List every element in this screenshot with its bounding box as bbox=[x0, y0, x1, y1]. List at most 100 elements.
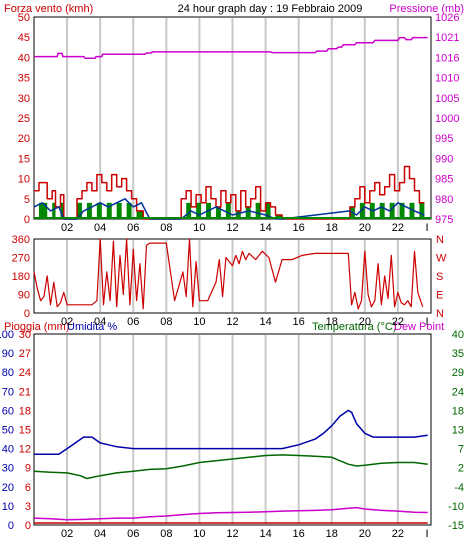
x-tick-p2-08: 08 bbox=[160, 316, 172, 328]
y-tick-pressure-975: 975 bbox=[435, 214, 453, 226]
y-tick-wind-15: 15 bbox=[18, 153, 30, 165]
x-tick-p1-08: 08 bbox=[160, 222, 172, 234]
wind-green-bar-78 bbox=[265, 202, 271, 219]
meteo-panel-frame bbox=[33, 333, 432, 526]
y-tick-humidity-70: 70 bbox=[2, 386, 14, 398]
wind-green-bar-90 bbox=[359, 202, 365, 219]
x-tick-p3-16: 16 bbox=[293, 528, 305, 540]
series-layer bbox=[33, 36, 431, 524]
y-tick-pressure-1005: 1005 bbox=[435, 93, 459, 105]
y-tick-direction-0: 0 bbox=[24, 308, 30, 320]
wind-green-bar-2 bbox=[38, 202, 48, 219]
y-tick-wind-35: 35 bbox=[18, 73, 30, 85]
y-tick-rain-9: 9 bbox=[25, 463, 31, 475]
wind-green-bar-114 bbox=[419, 202, 425, 219]
temperature-label: Temperatura (°C) bbox=[312, 321, 396, 333]
y-tick-rain-15: 15 bbox=[19, 425, 31, 437]
y-tick-rain-6: 6 bbox=[25, 482, 31, 494]
x-tick-p3-I: I bbox=[425, 528, 428, 540]
x-tick-p2-10: 10 bbox=[193, 316, 205, 328]
chart-title: 24 hour graph day : 19 Febbraio 2009 bbox=[178, 3, 363, 15]
y-tick-pressure-1010: 1010 bbox=[435, 73, 459, 85]
x-tick-p2-14: 14 bbox=[259, 316, 271, 328]
y-tick-rain-0: 0 bbox=[25, 520, 31, 532]
wind-green-bar-98 bbox=[379, 202, 385, 219]
x-tick-p3-10: 10 bbox=[193, 528, 205, 540]
wind-green-bar-58 bbox=[215, 206, 221, 219]
x-tick-p2-02: 02 bbox=[61, 316, 73, 328]
y-tick-temp-7: 7 bbox=[458, 444, 464, 456]
x-tick-p2-20: 20 bbox=[359, 316, 371, 328]
y-tick-pressure-990: 990 bbox=[435, 153, 453, 165]
y-tick-humidity-50: 50 bbox=[2, 425, 14, 437]
x-tick-p2-I: I bbox=[425, 316, 428, 328]
x-tick-p3-18: 18 bbox=[326, 528, 338, 540]
x-tick-p3-22: 22 bbox=[392, 528, 404, 540]
y-tick-pressure-1026: 1026 bbox=[435, 12, 459, 24]
x-tick-p1-I: I bbox=[425, 222, 428, 234]
y-tick-direction-180: 180 bbox=[12, 271, 30, 283]
wind-green-bar-30 bbox=[116, 202, 122, 219]
y-tick-temp--4: -4 bbox=[454, 482, 464, 494]
x-tick-p1-06: 06 bbox=[127, 222, 139, 234]
wind-green-bar-26 bbox=[106, 202, 112, 219]
y-tick-pressure-1016: 1016 bbox=[435, 52, 459, 64]
wind-green-bar-38 bbox=[136, 210, 144, 219]
direction-panel-frame bbox=[33, 238, 432, 314]
y-tick-rain-27: 27 bbox=[19, 348, 31, 360]
y-tick-humidity-80: 80 bbox=[2, 367, 14, 379]
series-temperature bbox=[33, 454, 428, 480]
x-tick-p1-04: 04 bbox=[94, 222, 106, 234]
wind-green-bar-34 bbox=[126, 202, 132, 219]
x-tick-p1-14: 14 bbox=[259, 222, 271, 234]
series-direction bbox=[33, 238, 424, 310]
wind-green-bar-106 bbox=[399, 202, 405, 219]
x-tick-p1-10: 10 bbox=[193, 222, 205, 234]
y-tick-temp-24: 24 bbox=[452, 386, 464, 398]
y-tick-rain-18: 18 bbox=[19, 405, 31, 417]
y-tick-humidity-0: 0 bbox=[8, 520, 14, 532]
wind-green-bar-18 bbox=[86, 202, 92, 219]
y-tick-humidity-40: 40 bbox=[2, 444, 14, 456]
y-tick-pressure-1021: 1021 bbox=[435, 32, 459, 44]
wind-green-bar-50 bbox=[196, 202, 202, 219]
x-tick-p3-14: 14 bbox=[259, 528, 271, 540]
wind-green-bar-82 bbox=[275, 214, 283, 219]
wind-green-bar-62 bbox=[225, 202, 231, 219]
y-tick-rain-24: 24 bbox=[19, 367, 31, 379]
y-tick-temp-18: 18 bbox=[452, 405, 464, 417]
y-tick-rain-30: 30 bbox=[19, 329, 31, 341]
x-tick-p3-12: 12 bbox=[226, 528, 238, 540]
y-tick-humidity-60: 60 bbox=[2, 405, 14, 417]
y-tick-temp-2: 2 bbox=[458, 463, 464, 475]
wind-green-bar-10 bbox=[60, 202, 64, 219]
x-tick-p1-12: 12 bbox=[226, 222, 238, 234]
y-tick-rain-3: 3 bbox=[25, 501, 31, 513]
y-tick-pressure-980: 980 bbox=[435, 194, 453, 206]
x-tick-p3-08: 08 bbox=[160, 528, 172, 540]
wind-green-bar-14 bbox=[77, 202, 82, 219]
x-tick-p2-22: 22 bbox=[392, 316, 404, 328]
y-tick-wind-20: 20 bbox=[18, 133, 30, 145]
y-tick-direction-360: 360 bbox=[12, 234, 30, 246]
x-tick-p2-06: 06 bbox=[127, 316, 139, 328]
x-tick-p3-04: 04 bbox=[94, 528, 106, 540]
dewpoint-label: Dew Point bbox=[394, 321, 444, 333]
y-tick-temp-13: 13 bbox=[452, 425, 464, 437]
y-tick-wind-5: 5 bbox=[24, 194, 30, 206]
humidity-label: Umidita % bbox=[67, 321, 117, 333]
rain-label: Pioggia (mm) bbox=[4, 321, 69, 333]
y-tick-pressure-985: 985 bbox=[435, 174, 453, 186]
x-tick-p1-02: 02 bbox=[61, 222, 73, 234]
x-tick-p2-12: 12 bbox=[226, 316, 238, 328]
y-tick-humidity-100: 100 bbox=[0, 329, 14, 341]
wind-green-bar-6 bbox=[52, 202, 56, 219]
y-tick-humidity-30: 30 bbox=[2, 463, 14, 475]
y-tick-pressure-995: 995 bbox=[435, 133, 453, 145]
y-tick-humidity-90: 90 bbox=[2, 348, 14, 360]
ticks-layer: 02 04 06 08 10 12 14 16 18 20 22 I02 04 06 08 10 12 14 16 1… bbox=[0, 12, 464, 540]
y-tick-wind-30: 30 bbox=[18, 93, 30, 105]
x-tick-p1-16: 16 bbox=[293, 222, 305, 234]
y-tick-temp-29: 29 bbox=[452, 367, 464, 379]
